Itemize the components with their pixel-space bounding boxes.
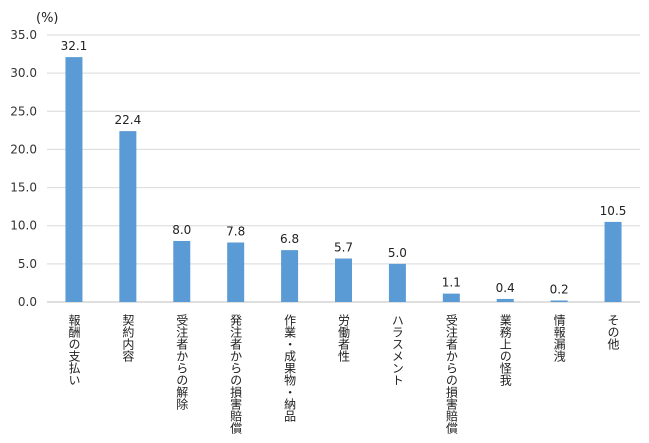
bar-value-label: 8.0 <box>172 223 191 237</box>
bar-value-label: 10.5 <box>600 204 627 218</box>
y-tick-label: 30.0 <box>10 66 37 80</box>
y-tick-label: 20.0 <box>10 142 37 156</box>
x-category-label: 発注者からの損害賠償 <box>229 314 243 434</box>
x-category-label: ハラスメント <box>390 314 404 386</box>
bar <box>173 240 191 302</box>
y-axis-tick-labels: 0.0 5.0 10.0 15.0 20.0 25.0 30.0 35.0 <box>10 28 37 309</box>
y-axis-unit-label: (%) <box>36 11 59 26</box>
x-category-label: 労働者性 <box>337 314 351 363</box>
y-tick-label: 0.0 <box>18 295 37 309</box>
bar-value-label: 1.1 <box>442 276 461 290</box>
x-category-label: 作業・成果物・納品 <box>283 314 297 422</box>
bar-value-label: 22.4 <box>115 113 142 127</box>
x-category-label: 契約内容 <box>121 314 135 363</box>
bar <box>65 57 83 302</box>
bar <box>227 242 245 302</box>
bar-value-label: 32.1 <box>61 39 88 53</box>
y-tick-label: 35.0 <box>10 28 37 42</box>
bar <box>119 131 137 302</box>
bar-value-label: 5.7 <box>334 241 353 255</box>
bar-value-label: 7.8 <box>226 224 245 238</box>
bar-value-label: 0.2 <box>550 282 569 296</box>
bar <box>442 293 460 302</box>
bar <box>335 258 352 302</box>
data-labels: 32.1 22.4 8.0 7.8 6.8 5.7 5.0 1.1 0.4 0.2 10.5 <box>61 39 627 296</box>
bar <box>550 300 568 302</box>
x-category-label: 業務上の怪我 <box>498 314 512 386</box>
y-tick-label: 5.0 <box>18 257 37 271</box>
bar <box>496 298 514 302</box>
bar-value-label: 6.8 <box>280 232 299 246</box>
gridlines <box>47 34 640 303</box>
bar <box>604 221 622 302</box>
x-category-label: 受注者からの解除 <box>175 314 189 410</box>
x-category-label: 情報漏洩 <box>552 314 566 362</box>
x-category-label: 受注者からの損害賠償 <box>444 314 458 434</box>
y-tick-label: 15.0 <box>10 181 37 195</box>
bar <box>388 263 406 302</box>
x-category-label: 報酬の支払い <box>67 314 81 386</box>
bar-value-label: 5.0 <box>388 246 407 260</box>
category-labels: 報酬の支払い 契約内容 受注者からの解除 発注者からの損害賠償 作業・成果物・納品 労働者… <box>67 314 620 434</box>
y-tick-label: 25.0 <box>10 104 37 118</box>
y-tick-label: 10.0 <box>10 219 37 233</box>
bars <box>65 57 622 302</box>
x-category-label: その他 <box>606 314 620 350</box>
bar-value-label: 0.4 <box>496 281 515 295</box>
bar <box>281 250 299 302</box>
